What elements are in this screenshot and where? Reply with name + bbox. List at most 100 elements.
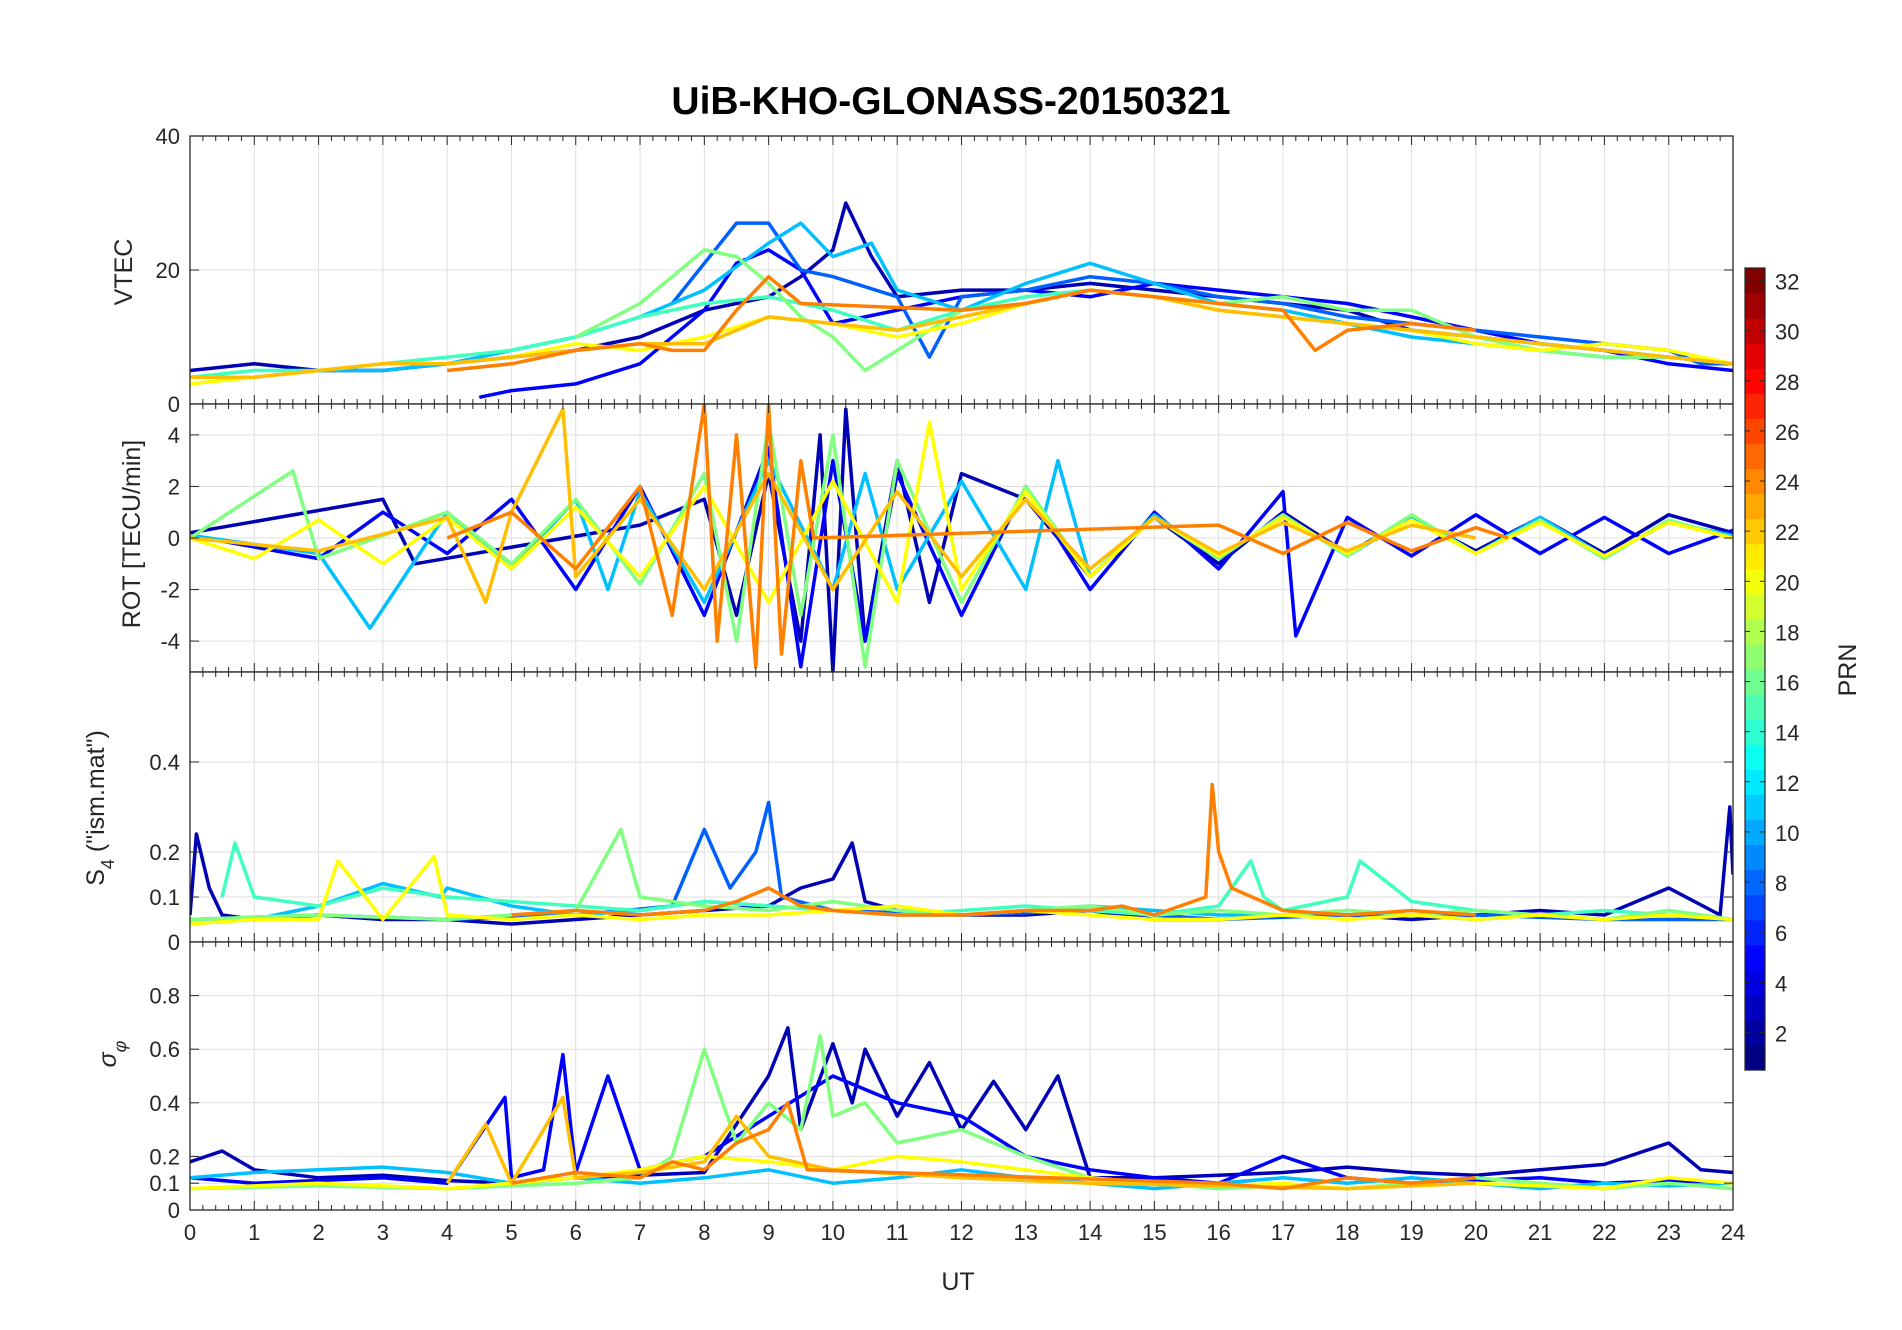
rot-ylabel: ROT [TECU/min] — [118, 440, 146, 628]
x-tick-label: 16 — [1206, 1220, 1230, 1245]
x-tick-label: 21 — [1528, 1220, 1552, 1245]
s4-ylabel: S4 ("ism.mat") — [82, 730, 118, 886]
series-line-prn-20 — [190, 854, 1733, 926]
x-tick-label: 13 — [1014, 1220, 1038, 1245]
series-line-prn-8 — [670, 221, 1733, 366]
colorbar-segment — [1745, 568, 1765, 595]
series-line-prn-22 — [190, 288, 1733, 379]
colorbar-segment — [1745, 593, 1765, 620]
x-tick-label: 2 — [312, 1220, 324, 1245]
series-group — [190, 1026, 1733, 1191]
x-tick-label: 14 — [1078, 1220, 1102, 1245]
y-tick-label: 0 — [168, 930, 180, 955]
colorbar-segment — [1745, 318, 1765, 344]
colorbar-tick-label: 8 — [1775, 871, 1787, 896]
sigma-ylabel-sub: φ — [110, 1040, 130, 1052]
x-tick-label: 4 — [441, 1220, 453, 1245]
y-tick-label: 4 — [168, 423, 180, 448]
series-line-prn-2 — [190, 1026, 1733, 1185]
x-tick-label: 0 — [184, 1220, 196, 1245]
colorbar-segment — [1745, 719, 1765, 745]
colorbar-segment — [1745, 944, 1765, 971]
series-line-prn-24 — [511, 782, 1476, 917]
colorbar-segment — [1745, 518, 1765, 545]
vtec-ylabel: VTEC — [110, 239, 138, 306]
s4-ylabel-main: S — [82, 869, 110, 886]
y-tick-label: 0 — [168, 392, 180, 417]
colorbar-segment — [1745, 343, 1765, 369]
colorbar-segment — [1745, 268, 1765, 294]
colorbar-segment — [1745, 393, 1765, 419]
colorbar-segment — [1745, 293, 1765, 319]
series-group — [190, 404, 1733, 672]
y-tick-label: 0 — [168, 1198, 180, 1223]
x-tick-label: 24 — [1721, 1220, 1745, 1245]
colorbar-segment — [1745, 994, 1765, 1021]
x-tick-label: 18 — [1335, 1220, 1359, 1245]
series-line-prn-22 — [190, 407, 1477, 605]
series-line-prn-24 — [446, 404, 1509, 669]
y-tick-label: 0.4 — [149, 750, 180, 775]
s4-ylabel-rest: ("ism.mat") — [82, 730, 110, 859]
y-tick-label: 0.4 — [149, 1091, 180, 1116]
y-tick-label: 2 — [168, 474, 180, 499]
vtec-panel: 0 20 40 — [156, 124, 1734, 417]
series-line-prn-11 — [190, 221, 1733, 379]
colorbar-segment — [1745, 919, 1765, 946]
sigma-phi-panel: 00.10.20.40.60.80 1 2 3 4 5 6 7 8 9 10 11 12 13 14 15 16… — [149, 941, 1745, 1245]
colorbar-segment — [1745, 844, 1765, 871]
x-tick-label: 20 — [1464, 1220, 1488, 1245]
y-tick-label: -4 — [160, 629, 180, 654]
series-group — [190, 782, 1733, 926]
x-tick-label: 17 — [1271, 1220, 1295, 1245]
sigma-ylabel-main: σ — [94, 1051, 122, 1067]
colorbar-segment — [1745, 493, 1765, 520]
colorbar-tick-label: 24 — [1775, 470, 1799, 495]
x-tick-label: 15 — [1142, 1220, 1166, 1245]
colorbar-segment — [1745, 543, 1765, 570]
x-tick-label: 7 — [634, 1220, 646, 1245]
y-tick-label: 0.1 — [149, 885, 180, 910]
colorbar-tick-label: 30 — [1775, 320, 1799, 345]
y-tick-label: -2 — [160, 578, 180, 603]
y-tick-label: 40 — [156, 124, 180, 149]
colorbar-tick-label: 10 — [1775, 821, 1799, 846]
y-tick-label: 0.1 — [149, 1171, 180, 1196]
colorbar-tick-label: 12 — [1775, 771, 1799, 796]
colorbar-segment — [1745, 694, 1765, 720]
colorbar-segment — [1745, 1044, 1765, 1071]
y-tick-label: 0.2 — [149, 840, 180, 865]
colorbar-tick-label: 26 — [1775, 420, 1799, 445]
x-tick-label: 5 — [505, 1220, 517, 1245]
colorbar-tick-label: 6 — [1775, 921, 1787, 946]
sigma-ylabel: σφ — [94, 1040, 130, 1067]
colorbar-label: PRN — [1834, 644, 1862, 697]
colorbar-tick-label: 18 — [1775, 620, 1799, 645]
x-tick-label: 1 — [248, 1220, 260, 1245]
series-line-prn-24 — [511, 1101, 1476, 1191]
colorbar-tick-label: 14 — [1775, 721, 1799, 746]
x-tick-label: 12 — [949, 1220, 973, 1245]
x-tick-label: 23 — [1656, 1220, 1680, 1245]
y-tick-label: 0.2 — [149, 1144, 180, 1169]
x-tick-label: 10 — [821, 1220, 845, 1245]
colorbar-segment — [1745, 744, 1765, 770]
colorbar-segment — [1745, 769, 1765, 795]
colorbar-segment — [1745, 468, 1765, 495]
series-line-prn-22 — [445, 1095, 1476, 1191]
x-tick-label: 19 — [1399, 1220, 1423, 1245]
colorbar-segment — [1745, 794, 1765, 820]
x-tick-label: 11 — [886, 1220, 909, 1245]
series-group — [190, 201, 1733, 400]
y-tick-label: 0.8 — [149, 984, 180, 1009]
colorbar-tick-label: 4 — [1775, 971, 1787, 996]
colorbar-tick-label: 20 — [1775, 570, 1799, 595]
series-line-prn-14 — [220, 841, 1733, 922]
y-tick-label: 0 — [168, 526, 180, 551]
y-tick-label: 20 — [156, 258, 180, 283]
colorbar-segment — [1745, 443, 1765, 470]
figure-title: UiB-KHO-GLONASS-20150321 — [671, 80, 1230, 123]
x-tick-label: 22 — [1592, 1220, 1616, 1245]
